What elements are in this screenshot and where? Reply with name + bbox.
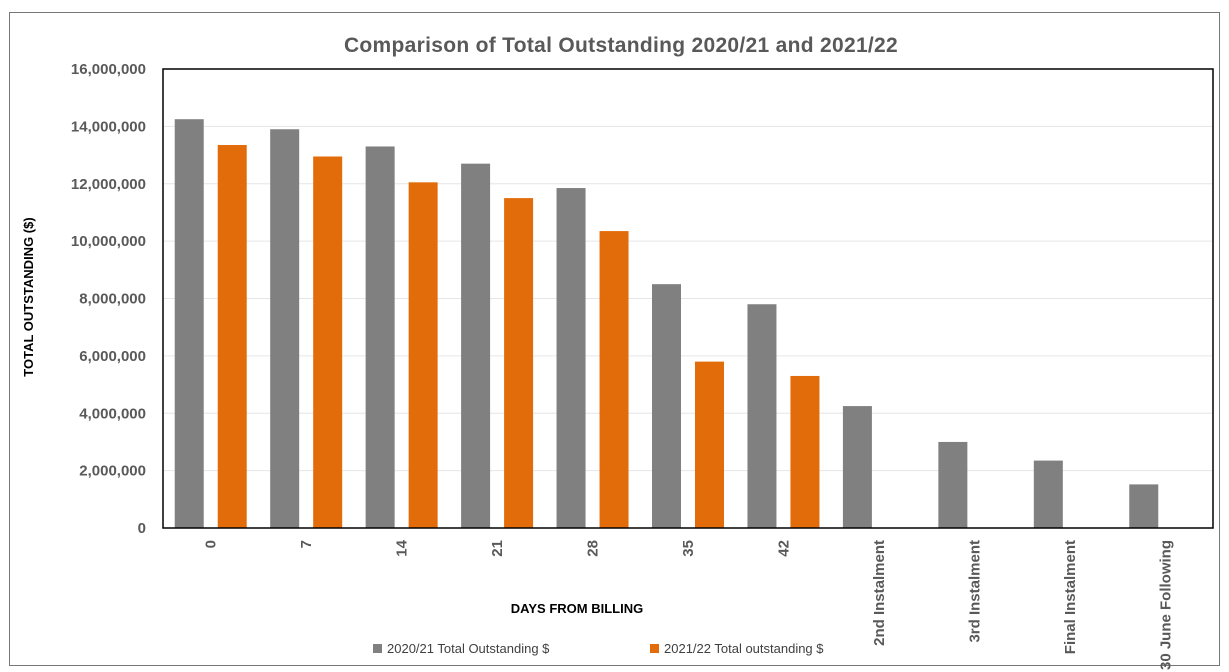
x-tick-label: 3rd Instalment [966, 540, 983, 643]
x-tick-label: 28 [585, 540, 602, 557]
bar-series1-8 [938, 441, 968, 528]
bar-series1-1 [270, 129, 300, 528]
bar-series1-4 [556, 188, 586, 528]
y-tick-label: 2,000,000 [79, 463, 146, 480]
legend: 2020/21 Total Outstanding $ 2021/22 Total… [373, 641, 824, 656]
bar-series2-4 [599, 231, 629, 528]
x-tick-label: Final Instalment [1062, 540, 1079, 654]
x-tick-label: 0 [203, 540, 220, 548]
y-tick-label: 8,000,000 [79, 291, 146, 308]
y-tick-label: 0 [138, 520, 146, 537]
x-tick-label: 14 [394, 539, 411, 556]
bar-series1-2 [365, 146, 395, 529]
bar-series1-10 [1129, 484, 1159, 528]
plot-area-border [162, 68, 1214, 529]
y-tick-label: 16,000,000 [71, 61, 146, 78]
x-tick-label: 35 [680, 540, 697, 557]
bar-series1-9 [1033, 460, 1063, 528]
y-tick-label: 10,000,000 [71, 233, 146, 250]
bar-series1-7 [842, 406, 872, 528]
y-tick-label: 14,000,000 [71, 118, 146, 135]
x-tick-label: 7 [298, 540, 315, 548]
legend-label-2: 2021/22 Total outstanding $ [664, 641, 824, 656]
x-tick-label: 42 [775, 540, 792, 557]
bar-series2-5 [695, 361, 724, 528]
y-tick-label: 6,000,000 [79, 348, 146, 365]
bar-series2-1 [313, 156, 343, 528]
chart-title: Comparison of Total Outstanding 2020/21 … [344, 34, 898, 57]
bar-series2-6 [790, 375, 820, 528]
bar-series1-6 [747, 304, 777, 528]
y-axis-title: TOTAL OUTSTANDING ($) [21, 217, 36, 376]
legend-label-1: 2020/21 Total Outstanding $ [387, 641, 550, 656]
legend-swatch-2 [650, 644, 659, 653]
legend-swatch-1 [373, 644, 382, 653]
bars [174, 119, 1159, 529]
bar-series2-2 [408, 182, 438, 529]
y-tick-label: 4,000,000 [79, 405, 146, 422]
x-axis-ticks: 0 7 14 21 28 35 42 2nd Instalment 3rd Instalment… [203, 539, 1175, 670]
bar-series2-0 [217, 145, 247, 528]
y-tick-label: 12,000,000 [71, 176, 146, 193]
bar-series2-3 [504, 198, 534, 528]
bar-series1-5 [652, 284, 681, 528]
y-axis-ticks: 0 2,000,000 4,000,000 6,000,000 8,000,000 10,… [71, 61, 146, 537]
x-tick-label: 2nd Instalment [871, 540, 888, 646]
x-tick-label: 21 [489, 540, 506, 557]
x-axis-title: DAYS FROM BILLING [511, 601, 643, 616]
bar-series1-3 [461, 163, 491, 528]
bar-series1-0 [174, 119, 204, 528]
x-tick-label: 30 June Following [1157, 540, 1174, 670]
